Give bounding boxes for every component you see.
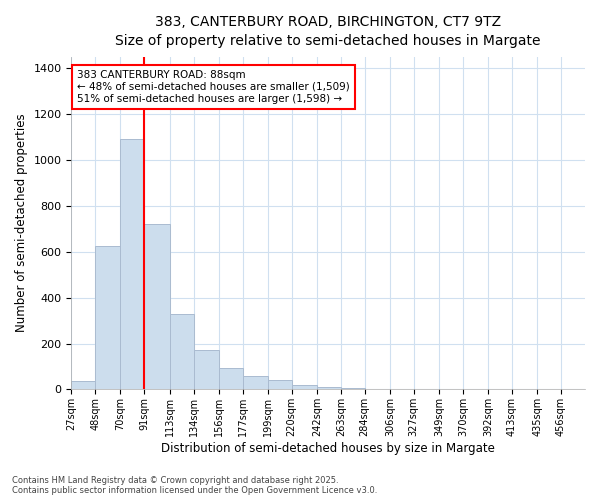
Title: 383, CANTERBURY ROAD, BIRCHINGTON, CT7 9TZ
Size of property relative to semi-det: 383, CANTERBURY ROAD, BIRCHINGTON, CT7 9… bbox=[115, 15, 541, 48]
Bar bbox=[95, 246, 121, 390]
Bar bbox=[194, 350, 218, 390]
Bar bbox=[292, 385, 317, 390]
Bar bbox=[170, 314, 194, 390]
Bar bbox=[341, 388, 365, 390]
Text: 383 CANTERBURY ROAD: 88sqm
← 48% of semi-detached houses are smaller (1,509)
51%: 383 CANTERBURY ROAD: 88sqm ← 48% of semi… bbox=[77, 70, 350, 104]
Bar bbox=[317, 387, 341, 390]
X-axis label: Distribution of semi-detached houses by size in Margate: Distribution of semi-detached houses by … bbox=[161, 442, 495, 455]
Bar bbox=[268, 380, 292, 390]
Bar bbox=[71, 382, 95, 390]
Bar bbox=[145, 224, 170, 390]
Text: Contains HM Land Registry data © Crown copyright and database right 2025.
Contai: Contains HM Land Registry data © Crown c… bbox=[12, 476, 377, 495]
Bar bbox=[242, 376, 268, 390]
Y-axis label: Number of semi-detached properties: Number of semi-detached properties bbox=[15, 114, 28, 332]
Bar bbox=[121, 139, 145, 390]
Bar bbox=[218, 368, 242, 390]
